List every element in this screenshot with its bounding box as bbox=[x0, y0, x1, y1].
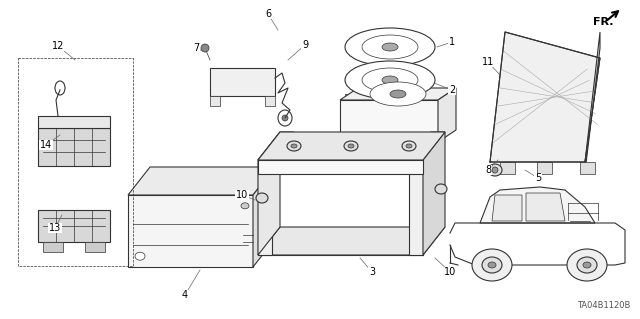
Polygon shape bbox=[258, 160, 272, 255]
Ellipse shape bbox=[382, 43, 398, 51]
Ellipse shape bbox=[577, 257, 597, 273]
Ellipse shape bbox=[344, 141, 358, 151]
Polygon shape bbox=[258, 132, 280, 255]
Polygon shape bbox=[128, 167, 275, 195]
Ellipse shape bbox=[241, 203, 249, 209]
Ellipse shape bbox=[201, 44, 209, 52]
Ellipse shape bbox=[567, 249, 607, 281]
Ellipse shape bbox=[362, 68, 418, 92]
Text: 9: 9 bbox=[302, 40, 308, 50]
Polygon shape bbox=[38, 210, 110, 242]
Ellipse shape bbox=[583, 262, 591, 268]
Text: 5: 5 bbox=[535, 173, 541, 183]
Polygon shape bbox=[265, 96, 275, 106]
Polygon shape bbox=[43, 242, 63, 252]
Polygon shape bbox=[585, 32, 600, 172]
Text: TA04B1120B: TA04B1120B bbox=[577, 301, 630, 310]
Ellipse shape bbox=[402, 141, 416, 151]
Polygon shape bbox=[423, 132, 445, 255]
Text: 10: 10 bbox=[444, 267, 456, 277]
Polygon shape bbox=[38, 128, 110, 166]
Ellipse shape bbox=[362, 35, 418, 59]
Ellipse shape bbox=[382, 76, 398, 84]
Text: 6: 6 bbox=[265, 9, 271, 19]
Polygon shape bbox=[253, 167, 275, 267]
Polygon shape bbox=[258, 227, 445, 255]
Text: FR.: FR. bbox=[593, 17, 614, 27]
Text: 14: 14 bbox=[40, 140, 52, 150]
Ellipse shape bbox=[348, 144, 354, 148]
Polygon shape bbox=[340, 88, 456, 100]
Polygon shape bbox=[537, 162, 552, 174]
Polygon shape bbox=[492, 195, 522, 221]
Ellipse shape bbox=[492, 167, 498, 173]
Polygon shape bbox=[258, 160, 423, 174]
Polygon shape bbox=[409, 160, 423, 255]
Text: 8: 8 bbox=[485, 165, 491, 175]
Polygon shape bbox=[500, 162, 515, 174]
Bar bbox=[345, 94, 437, 101]
Text: 11: 11 bbox=[482, 57, 494, 67]
Ellipse shape bbox=[278, 110, 292, 126]
Ellipse shape bbox=[390, 90, 406, 98]
Polygon shape bbox=[438, 88, 456, 142]
Polygon shape bbox=[480, 187, 595, 223]
Polygon shape bbox=[580, 162, 595, 174]
Polygon shape bbox=[210, 68, 275, 96]
Ellipse shape bbox=[256, 193, 268, 203]
Text: 7: 7 bbox=[193, 43, 199, 53]
Polygon shape bbox=[128, 195, 253, 267]
Polygon shape bbox=[258, 132, 445, 160]
Polygon shape bbox=[526, 193, 565, 221]
Ellipse shape bbox=[287, 141, 301, 151]
Ellipse shape bbox=[282, 115, 288, 121]
Ellipse shape bbox=[482, 257, 502, 273]
Text: 3: 3 bbox=[369, 267, 375, 277]
Polygon shape bbox=[409, 132, 445, 160]
Ellipse shape bbox=[55, 81, 65, 95]
Ellipse shape bbox=[406, 144, 412, 148]
Text: 4: 4 bbox=[182, 290, 188, 300]
Polygon shape bbox=[258, 241, 423, 255]
Polygon shape bbox=[210, 96, 220, 106]
Polygon shape bbox=[38, 116, 110, 128]
Text: 1: 1 bbox=[449, 37, 455, 47]
Polygon shape bbox=[258, 132, 294, 160]
Polygon shape bbox=[85, 242, 105, 252]
Text: 2: 2 bbox=[449, 85, 455, 95]
Ellipse shape bbox=[345, 61, 435, 99]
Text: 10: 10 bbox=[236, 190, 248, 200]
Polygon shape bbox=[340, 100, 438, 142]
Polygon shape bbox=[490, 32, 600, 162]
Ellipse shape bbox=[435, 184, 447, 194]
Text: 13: 13 bbox=[49, 223, 61, 233]
Ellipse shape bbox=[488, 262, 496, 268]
Ellipse shape bbox=[472, 249, 512, 281]
Ellipse shape bbox=[291, 144, 297, 148]
Bar bbox=[18, 58, 133, 266]
Text: 12: 12 bbox=[52, 41, 64, 51]
Ellipse shape bbox=[488, 164, 502, 176]
Ellipse shape bbox=[370, 82, 426, 106]
Ellipse shape bbox=[135, 252, 145, 260]
Ellipse shape bbox=[345, 28, 435, 66]
